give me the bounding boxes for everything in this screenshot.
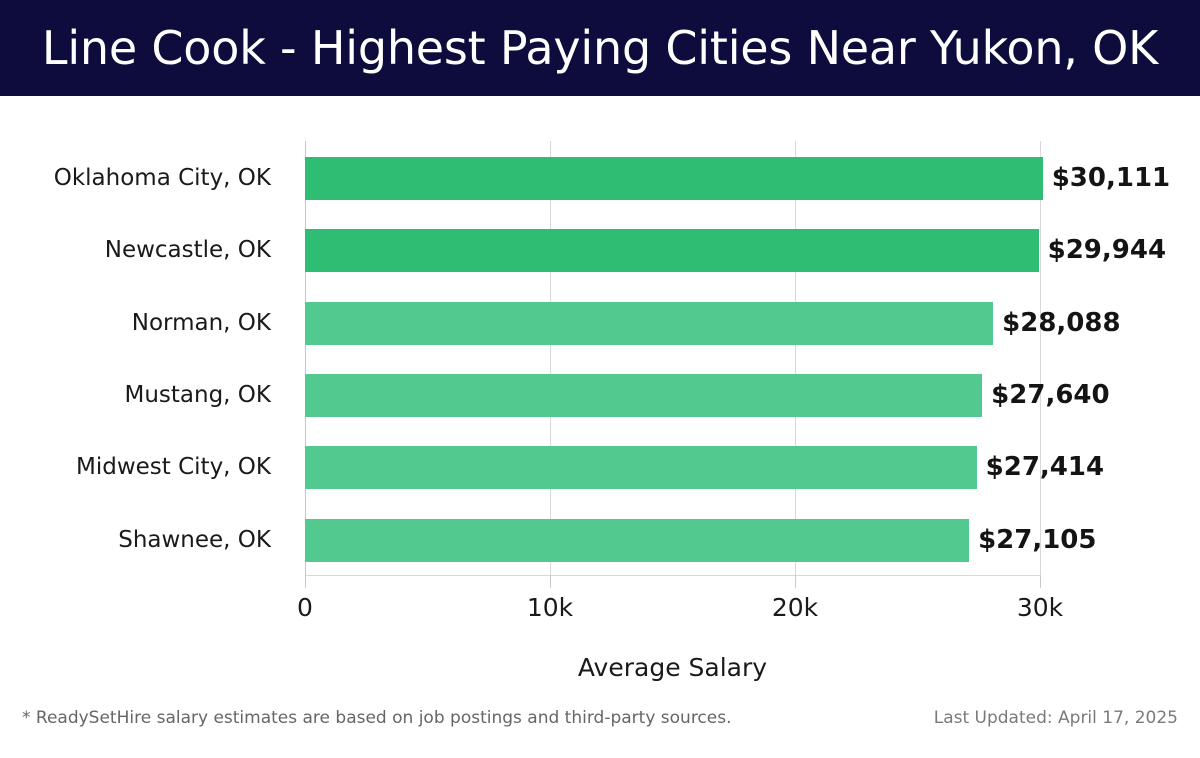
bar-value-label: $27,105: [978, 524, 1097, 555]
bar[interactable]: [305, 301, 994, 345]
bar-value-label: $27,640: [991, 380, 1110, 410]
bar[interactable]: [305, 446, 977, 490]
bar-row: Newcastle, OK $29,944: [105, 213, 1166, 285]
bar[interactable]: [305, 157, 1043, 200]
footer-last-updated: Last Updated: April 17, 2025: [933, 708, 1178, 728]
bar[interactable]: [305, 518, 970, 562]
bar-row: Oklahoma City, OK $30,111: [54, 141, 1170, 213]
x-axis-baseline: [305, 575, 1040, 576]
bar[interactable]: [305, 374, 983, 417]
footer-disclaimer: * ReadySetHire salary estimates are base…: [22, 708, 732, 728]
chart-footer: * ReadySetHire salary estimates are base…: [0, 708, 1200, 758]
x-tick-label: 0: [297, 593, 313, 622]
category-label: Midwest City, OK: [76, 454, 271, 481]
bar-value-label: $30,111: [1051, 163, 1171, 193]
gridline-20k: [795, 141, 796, 575]
plot-area: Oklahoma City, OK $30,111 Newcastle, OK $29…: [54, 141, 1170, 682]
category-label: Newcastle, OK: [104, 237, 271, 264]
bar-row: Midwest City, OK $27,414: [76, 430, 1104, 502]
category-label: Shawnee, OK: [118, 526, 271, 553]
category-label: Oklahoma City, OK: [53, 165, 271, 191]
chart-header: Line Cook - Highest Paying Cities Near Y…: [0, 0, 1200, 96]
category-label: Norman, OK: [131, 309, 271, 336]
gridline-10k: [550, 141, 551, 575]
bar-row: Mustang, OK $27,640: [124, 358, 1110, 430]
bar-value-label: $27,414: [985, 452, 1105, 483]
tick-mark-10k: [550, 575, 551, 588]
bar-value-label: $28,088: [1002, 307, 1121, 338]
gridline-0: [305, 141, 306, 575]
tick-mark-20k: [795, 575, 796, 588]
bar-row: Shawnee, OK $27,105: [118, 503, 1096, 575]
bar[interactable]: [305, 229, 1039, 273]
tick-mark-0: [305, 575, 306, 588]
category-label: Mustang, OK: [124, 382, 271, 408]
bar-row: Norman, OK $28,088: [132, 286, 1121, 358]
x-tick-label: 30k: [1016, 593, 1064, 622]
tick-mark-30k: [1040, 575, 1041, 588]
bar-value-label: $29,944: [1047, 235, 1167, 266]
x-tick-label: 10k: [526, 593, 574, 622]
page-title: Line Cook - Highest Paying Cities Near Y…: [41, 21, 1159, 75]
gridline-30k: [1040, 141, 1041, 575]
x-axis-title: Average Salary: [577, 653, 768, 682]
x-tick-label: 20k: [771, 593, 819, 622]
chart-canvas: Oklahoma City, OK $30,111 Newcastle, OK $29…: [0, 96, 1200, 696]
